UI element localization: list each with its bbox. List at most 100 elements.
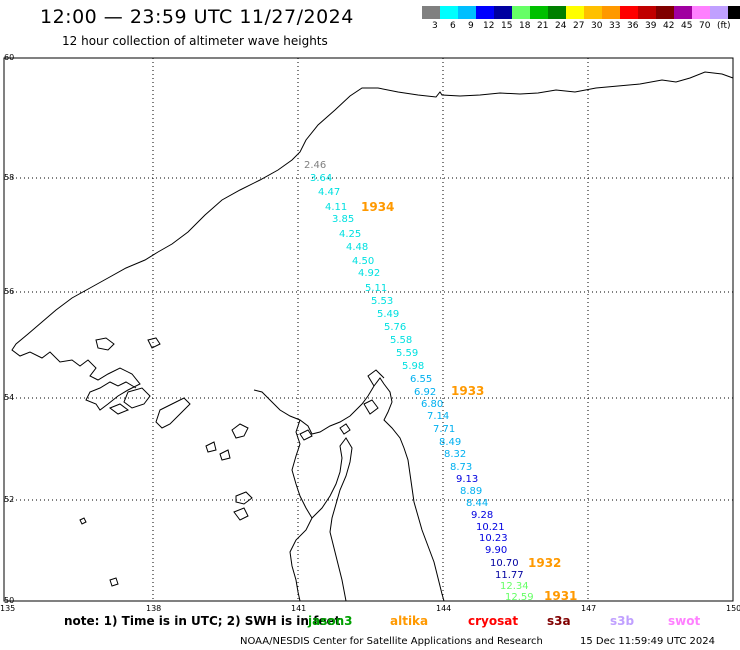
color-swatch xyxy=(692,6,710,19)
latitude-label: 56 xyxy=(4,287,14,296)
wave-height-label: 6.92 xyxy=(414,387,436,398)
latitude-labels: 60 58 56 54 52 50 xyxy=(4,53,14,605)
pass-time-label: 1932 xyxy=(528,556,561,570)
wave-height-label: 9.90 xyxy=(485,545,507,556)
latitude-label: 52 xyxy=(4,495,14,504)
color-swatch xyxy=(422,6,440,19)
wave-height-label: 10.70 xyxy=(490,558,519,569)
wave-height-label: 5.76 xyxy=(384,322,406,333)
color-scale-tick-label: 70 xyxy=(699,21,711,31)
longitude-label: 147 xyxy=(581,604,596,613)
color-swatch xyxy=(458,6,476,19)
color-scale-bar xyxy=(422,6,740,19)
page-subtitle: 12 hour collection of altimeter wave hei… xyxy=(62,34,328,48)
satellite-legend-item: altika xyxy=(390,614,428,628)
color-scale-tick-label: 42 xyxy=(663,21,675,31)
wave-height-label: 5.59 xyxy=(396,348,418,359)
color-scale-tick-label: 21 xyxy=(537,21,549,31)
longitude-labels: 135 138 141 144 147 150 xyxy=(0,604,740,613)
wave-height-label: 12.34 xyxy=(500,581,529,592)
color-swatch xyxy=(656,6,674,19)
color-scale-tick-label: 3 xyxy=(432,21,438,31)
color-scale-tick-label: 24 xyxy=(555,21,567,31)
wave-height-label: 4.25 xyxy=(339,229,361,240)
footer-credit: NOAA/NESDIS Center for Satellite Applica… xyxy=(240,636,543,647)
wave-height-label: 4.47 xyxy=(318,187,340,198)
time-stamps: 1934 1933 1932 1931 xyxy=(361,200,577,603)
color-scale-tick-label: 33 xyxy=(609,21,621,31)
wave-height-label: 10.21 xyxy=(476,522,505,533)
color-swatch xyxy=(584,6,602,19)
longitude-label: 138 xyxy=(146,604,161,613)
satellite-legend-item: swot xyxy=(668,614,700,628)
graticule xyxy=(4,58,733,601)
color-swatch xyxy=(638,6,656,19)
wave-height-label: 4.11 xyxy=(325,202,347,213)
color-scale-tick-label: 30 xyxy=(591,21,603,31)
wave-height-label: 9.28 xyxy=(471,510,493,521)
wave-height-label: 7.71 xyxy=(433,424,455,435)
color-scale-tick-label: (ft) xyxy=(717,21,731,31)
altimeter-track: 2.46 3.64 4.47 4.113.85 4.25 4.48 4.504.92 5.11… xyxy=(304,160,534,603)
footer-timestamp: 15 Dec 11:59:49 UTC 2024 xyxy=(580,636,715,647)
pass-time-label: 1933 xyxy=(451,384,484,398)
footer: note: 1) Time is in UTC; 2) SWH is in fe… xyxy=(64,614,715,647)
map-frame xyxy=(3,57,734,602)
wave-height-label: 8.49 xyxy=(439,437,461,448)
wave-height-label: 2.46 xyxy=(304,160,326,171)
wave-height-label: 7.14 xyxy=(427,411,449,422)
coastline xyxy=(11,71,734,602)
satellite-legend-item: jason3 xyxy=(307,614,353,628)
color-swatch xyxy=(602,6,620,19)
color-scale-tick-label: 45 xyxy=(681,21,693,31)
color-scale-tick-label: 39 xyxy=(645,21,657,31)
wave-height-label: 4.92 xyxy=(358,268,380,279)
color-scale-tick-label: 18 xyxy=(519,21,531,31)
color-swatch xyxy=(620,6,638,19)
wave-height-label: 3.64 xyxy=(310,173,332,184)
wave-height-label: 8.89 xyxy=(460,486,482,497)
color-swatch xyxy=(566,6,584,19)
wave-height-label: 6.80 xyxy=(421,399,443,410)
wave-height-label: 12.59 xyxy=(505,592,534,603)
latitude-label: 50 xyxy=(4,596,14,605)
color-swatch xyxy=(710,6,728,19)
wave-height-label: 8.44 xyxy=(466,498,488,509)
wave-height-label: 5.58 xyxy=(390,335,412,346)
wave-height-label: 5.98 xyxy=(402,361,424,372)
wave-height-label: 5.53 xyxy=(371,296,393,307)
longitude-label: 135 xyxy=(0,604,15,613)
pass-time-label: 1934 xyxy=(361,200,394,214)
color-scale-tick-label: 15 xyxy=(501,21,513,31)
wave-height-label: 8.73 xyxy=(450,462,472,473)
color-swatch xyxy=(674,6,692,19)
satellite-legend: jason3 altika cryosat s3a s3b swot xyxy=(307,614,700,628)
satellite-legend-item: cryosat xyxy=(468,614,518,628)
color-swatch xyxy=(548,6,566,19)
wave-height-label: 3.85 xyxy=(332,214,354,225)
longitude-label: 144 xyxy=(436,604,451,613)
wave-height-label: 6.55 xyxy=(410,374,432,385)
color-swatch xyxy=(494,6,512,19)
wave-height-label: 4.50 xyxy=(352,256,374,267)
page-title: 12:00 — 23:59 UTC 11/27/2024 xyxy=(40,6,354,28)
wave-height-label: 4.48 xyxy=(346,242,368,253)
color-swatch xyxy=(728,6,740,19)
latitude-label: 58 xyxy=(4,173,14,182)
longitude-label: 150 xyxy=(726,604,740,613)
longitude-label: 141 xyxy=(291,604,306,613)
color-swatch xyxy=(530,6,548,19)
pass-time-label: 1931 xyxy=(544,589,577,603)
wave-height-label: 9.13 xyxy=(456,474,478,485)
wave-height-label: 5.11 xyxy=(365,283,387,294)
satellite-legend-item: s3b xyxy=(610,614,634,628)
color-scale-tick-label: 27 xyxy=(573,21,585,31)
wave-height-label: 11.77 xyxy=(495,570,524,581)
color-swatch xyxy=(440,6,458,19)
latitude-label: 60 xyxy=(4,53,14,62)
color-swatch xyxy=(476,6,494,19)
latitude-label: 54 xyxy=(4,393,14,402)
color-swatch xyxy=(512,6,530,19)
satellite-legend-item: s3a xyxy=(547,614,571,628)
